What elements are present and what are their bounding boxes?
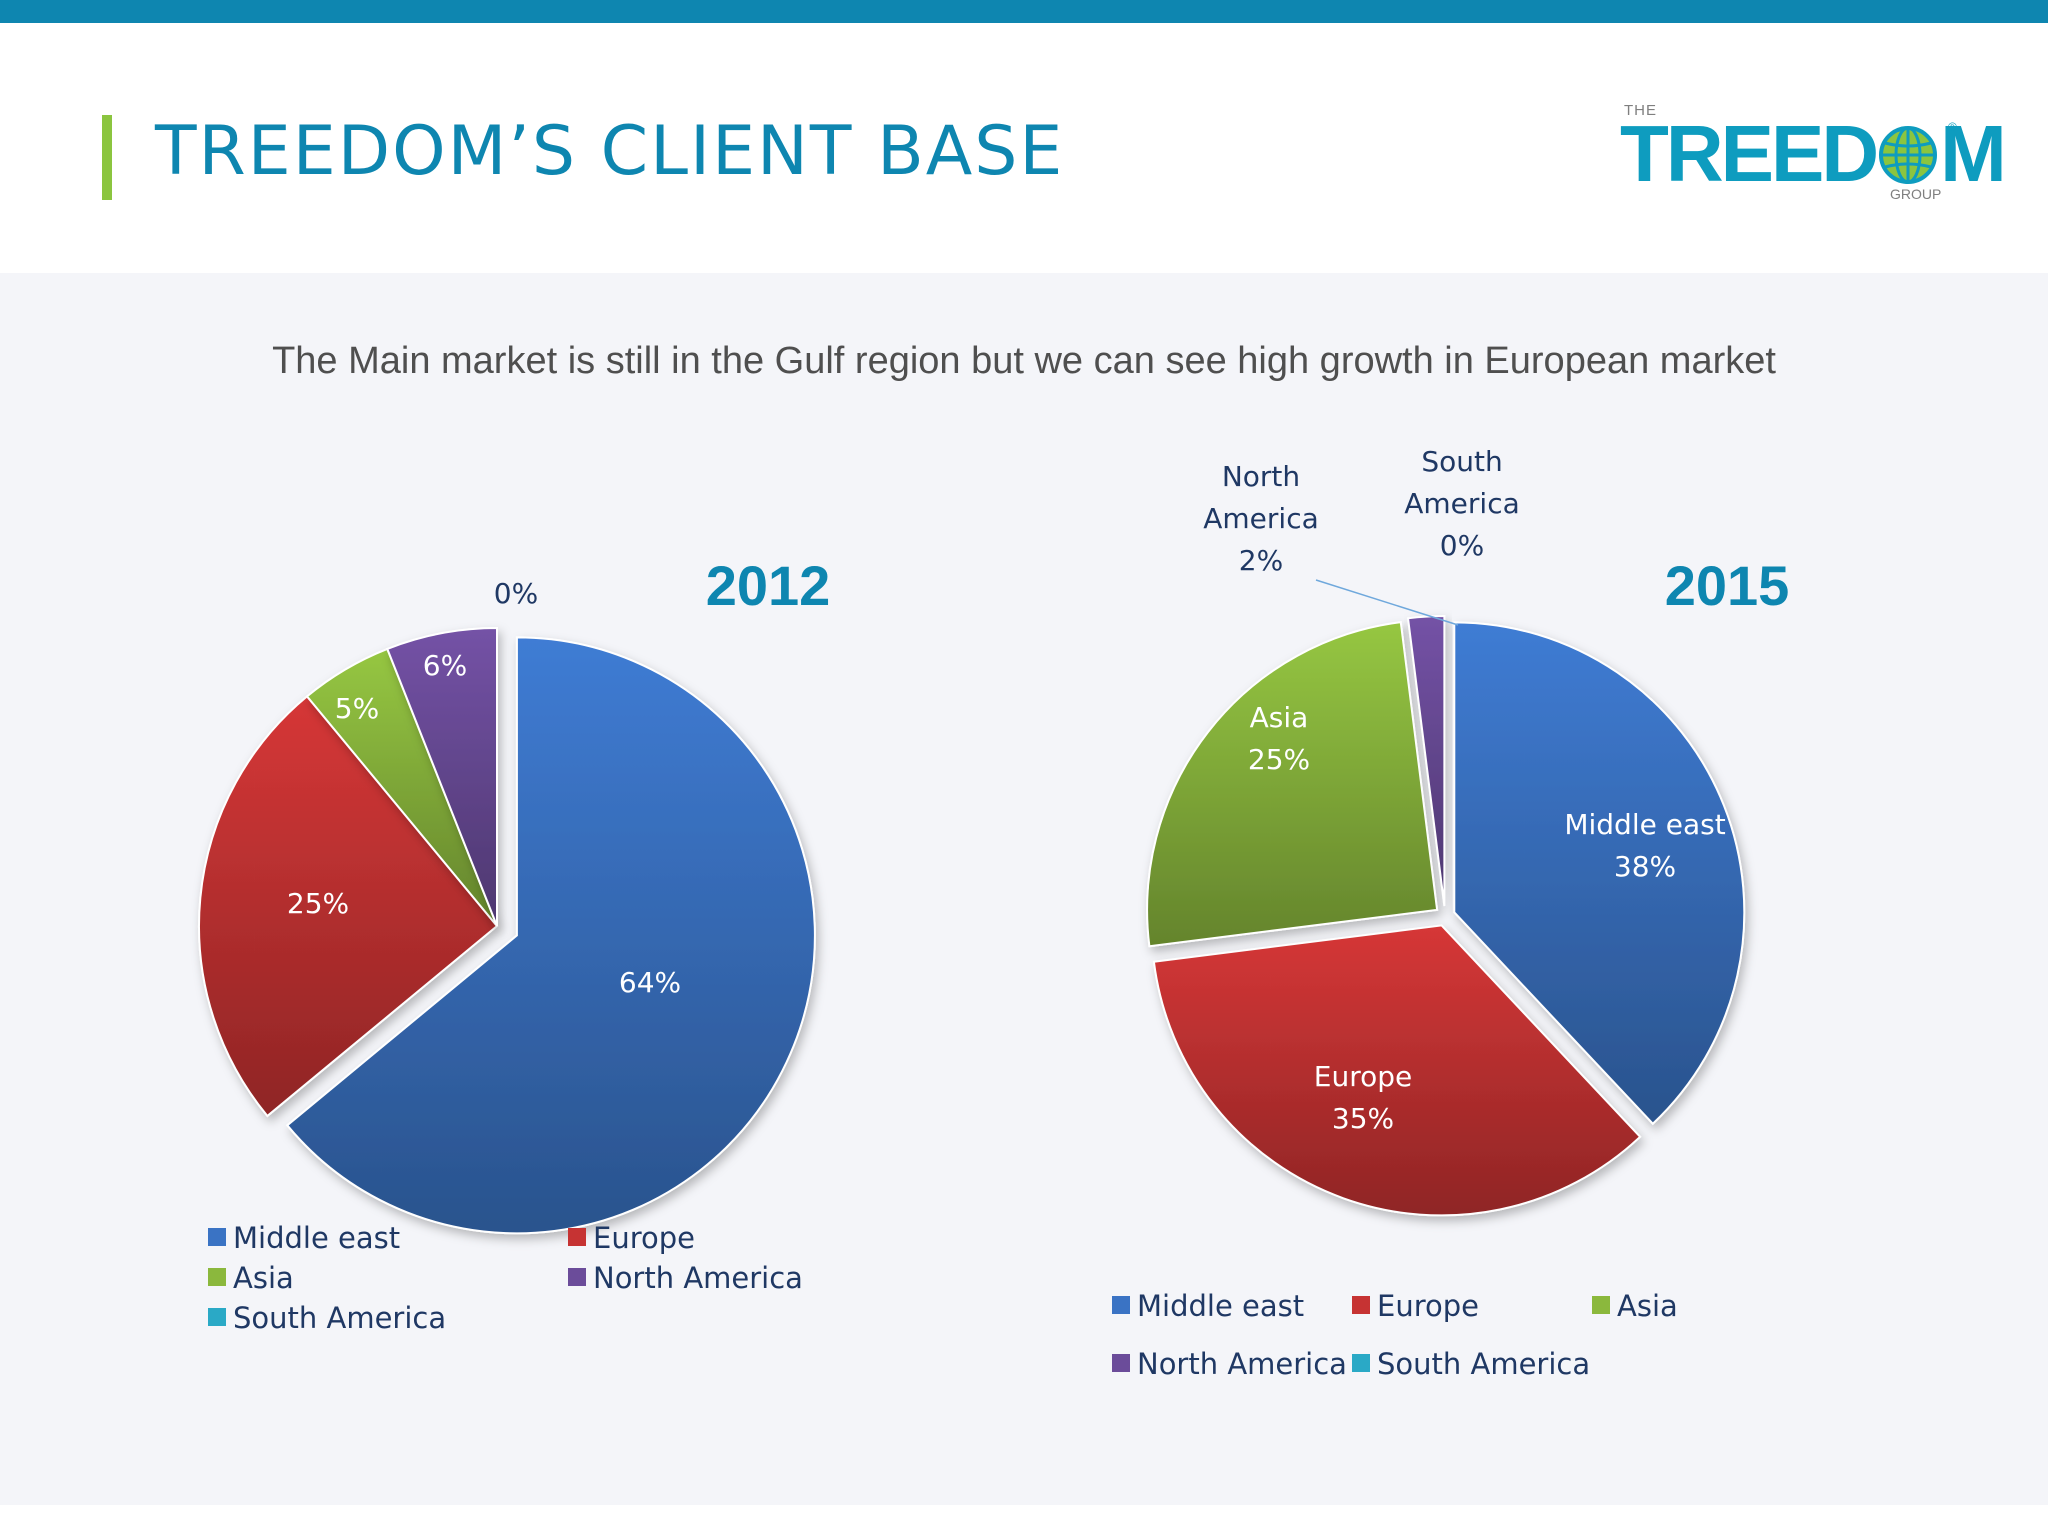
slice-middle-east <box>285 636 816 1235</box>
logo-word-right: M <box>1940 109 2007 198</box>
legend-swatch-north-america <box>568 1268 586 1286</box>
legend-swatch-middle-east <box>208 1228 226 1246</box>
slide-subtitle: The Main market is still in the Gulf reg… <box>272 340 1776 382</box>
pie-chart-2012: 64% 25% 5% 6% 0% 2012 Middle east Europe Asia Nor… <box>198 554 831 1335</box>
legend-label-north-america: North America <box>1137 1347 1347 1381</box>
logo-registered-mark: ® <box>1948 120 1957 134</box>
label-leader-line <box>1315 579 1459 626</box>
legend-swatch-europe <box>1352 1296 1370 1314</box>
legend-swatch-middle-east <box>1112 1296 1130 1314</box>
slice-asia <box>1146 621 1439 948</box>
logo-wordmark: TREED M <box>1620 114 2007 194</box>
data-label-south-america: 0% <box>494 577 538 610</box>
legend-swatch-south-america <box>208 1308 226 1326</box>
legend-swatch-asia <box>1592 1296 1610 1314</box>
legend-swatch-south-america <box>1352 1354 1370 1372</box>
legend-label-asia: Asia <box>1617 1289 1678 1323</box>
pie-chart-2015: Middle east 38% Europe 35% Asia 25% North Ameri… <box>1112 445 1789 1381</box>
legend-swatch-north-america <box>1112 1354 1130 1372</box>
legend-label-europe: Europe <box>1377 1289 1479 1323</box>
data-label-north-america: 6% <box>423 649 467 682</box>
globe-icon <box>1879 126 1938 184</box>
title-accent-mark <box>102 115 112 200</box>
chart-title-2015: 2015 <box>1665 554 1790 617</box>
slice-middle-east <box>1453 621 1746 1126</box>
chart-title-2012: 2012 <box>706 554 831 617</box>
slice-north-america <box>1406 615 1446 907</box>
data-label-south-america: South America 0% <box>1404 445 1520 562</box>
logo-the-text: THE <box>1624 102 1657 119</box>
slide-title: TREEDOM’S CLIENT BASE <box>155 112 1065 191</box>
legend-label-middle-east: Middle east <box>1137 1289 1304 1323</box>
legend-label-north-america: North America <box>593 1261 803 1295</box>
logo-group-text: GROUP <box>1890 186 1942 202</box>
data-label-europe: Europe 35% <box>1314 1060 1412 1135</box>
slide-header <box>0 23 2048 273</box>
legend-swatch-asia <box>208 1268 226 1286</box>
logo-word-left: TREED <box>1620 109 1879 198</box>
slice-europe <box>198 694 499 1118</box>
legend-label-middle-east: Middle east <box>233 1221 400 1255</box>
data-label-europe: 25% <box>287 887 349 920</box>
legend-label-south-america: South America <box>233 1301 446 1335</box>
data-label-middle-east: Middle east 38% <box>1564 808 1725 883</box>
slice-north-america <box>386 626 498 927</box>
data-label-asia: 5% <box>335 692 379 725</box>
data-label-north-america: North America 2% <box>1203 460 1319 577</box>
slice-europe <box>1152 924 1642 1217</box>
legend-label-asia: Asia <box>233 1261 294 1295</box>
legend-swatch-europe <box>568 1228 586 1246</box>
treedom-logo: THE TREED M ® GROUP <box>1620 98 2007 208</box>
data-label-asia: Asia 25% <box>1248 701 1310 776</box>
legend-label-europe: Europe <box>593 1221 695 1255</box>
legend-label-south-america: South America <box>1377 1347 1590 1381</box>
top-accent-bar <box>0 0 2048 23</box>
data-label-middle-east: 64% <box>619 966 681 999</box>
